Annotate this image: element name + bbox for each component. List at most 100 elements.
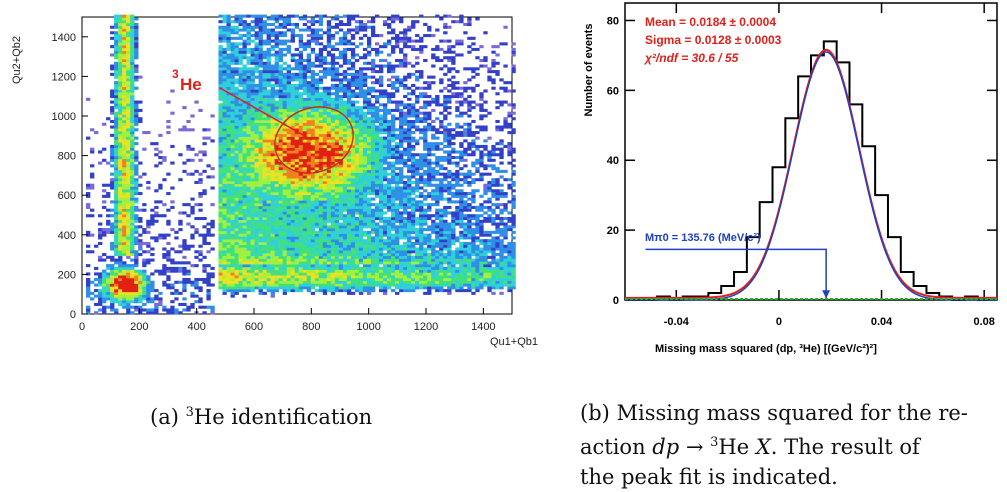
heatmap-cell [258,147,263,151]
heatmap-cell [222,78,227,82]
heatmap-cell [234,269,239,273]
heatmap-cell [306,275,312,279]
heatmap-cell [178,222,183,226]
heatmap-cell [366,197,372,201]
heatmap-cell [238,147,243,151]
heatmap-cell [234,200,239,204]
heatmap-cell [370,133,376,137]
heatmap-cell [246,258,251,262]
heatmap-cell [342,167,348,171]
heatmap-cell [322,272,328,276]
heatmap-cell [350,211,356,215]
heatmap-cell [110,125,115,129]
heatmap-cell [338,28,344,32]
heatmap-cell [294,114,300,118]
heatmap-cell [334,155,340,160]
heatmap-cell [86,192,91,196]
heatmap-cell [114,50,119,54]
heatmap-cell [114,25,119,29]
heatmap-cell [354,289,360,293]
heatmap-cell [374,111,380,115]
heatmap-cell [314,211,320,215]
heatmap-cell [383,216,388,221]
heatmap-cell [222,150,227,154]
heatmap-cell [326,70,332,74]
heatmap-cell [270,78,275,82]
heatmap-cell [290,205,296,209]
heatmap-cell [270,133,275,137]
heatmap-cell [98,291,103,295]
heatmap-cell [266,53,271,57]
heatmap-cell [254,56,259,60]
heatmap-cell [290,186,296,190]
heatmap-cell [358,75,364,79]
heatmap-cell [306,119,312,124]
heatmap-cell [106,117,111,121]
heatmap-cell [218,189,223,193]
heatmap-cell [387,155,392,160]
heatmap-cell [310,194,316,198]
heatmap-cell [298,103,304,107]
heatmap-cell [310,286,316,290]
heatmap-cell [254,97,259,101]
heatmap-cell [262,214,267,218]
heatmap-cell [378,144,384,148]
heatmap-cell [206,164,211,168]
heatmap-cell [346,161,352,165]
heatmap-cell [222,81,227,85]
heatmap-cell [266,197,271,201]
heatmap-cell [134,42,139,46]
heatmap-cell [242,97,247,101]
heatmap-cell [258,75,263,79]
heatmap-cell [234,266,239,270]
heatmap-cell [238,219,243,223]
heatmap-cell [322,219,328,223]
heatmap-cell [126,275,131,279]
heatmap-cell [362,203,368,207]
heatmap-cell [126,233,131,237]
heatmap-cell [242,255,247,259]
heatmap-cell [290,114,296,118]
heatmap-cell [314,28,320,32]
heatmap-cell [166,233,171,237]
heatmap-cell [238,189,243,193]
heatmap-cell [234,50,239,54]
heatmap-cell [330,244,336,248]
heatmap-cell [114,70,119,74]
heatmap-cell [250,183,255,187]
heatmap-cell [306,283,312,287]
heatmap-cell [238,261,243,265]
heatmap-cell [330,169,336,173]
heatmap-cell [298,42,304,46]
heatmap-cell [198,244,203,248]
heatmap-cell [234,236,239,240]
heatmap-cell [298,219,304,223]
heatmap-cell [166,255,171,259]
heatmap-cell [262,236,267,240]
heatmap-cell [250,266,255,270]
heatmap-cell [126,158,131,162]
heatmap-cell [302,283,308,287]
heatmap-cell [230,142,235,146]
heatmap-cell [378,228,384,232]
heatmap-cell [158,297,163,301]
heatmap-cell [238,155,243,160]
heatmap-cell [270,64,275,68]
heatmap-cell [162,266,167,270]
heatmap-cell [226,222,231,226]
heatmap-cell [258,70,263,74]
heatmap-cell [230,53,235,57]
heatmap-cell [326,183,332,187]
heatmap-cell [122,64,127,68]
heatmap-cell [387,250,392,254]
heatmap-cell [383,264,388,268]
heatmap-cell [338,233,344,237]
heatmap-cell [226,119,231,124]
heatmap-cell [134,78,139,82]
heatmap-cell [250,70,255,74]
heatmap-cell [190,172,195,176]
heatmap-cell [334,75,340,79]
heatmap-cell [282,72,287,76]
heatmap-cell [122,47,127,51]
heatmap-cell [346,186,352,190]
